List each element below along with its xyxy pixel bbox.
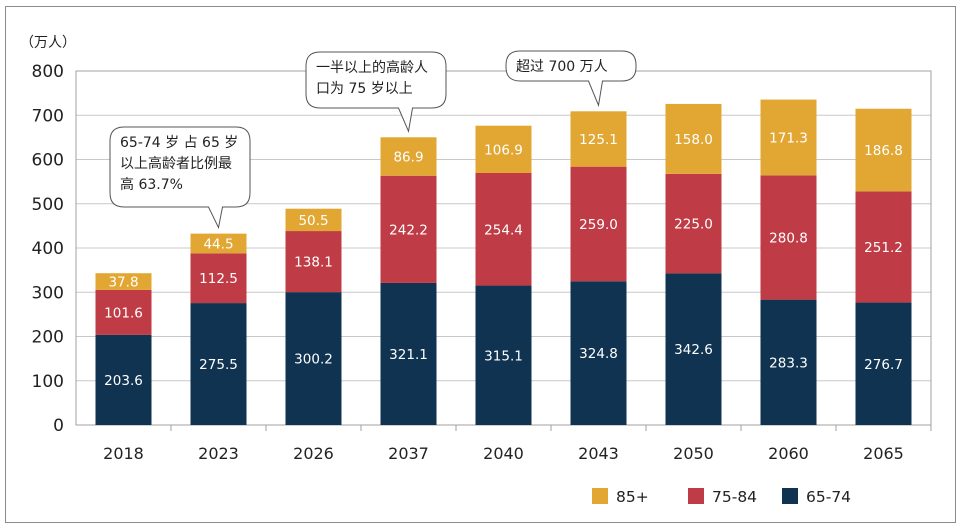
bar-segment-85+ [855, 108, 912, 192]
x-tick-label: 2043 [578, 444, 619, 463]
data-label-75-84: 138.1 [294, 255, 333, 271]
legend-swatch-75-84 [688, 488, 704, 504]
x-tick-label: 2065 [863, 444, 904, 463]
data-label-65-74: 275.5 [199, 357, 238, 373]
bar-segment-65-74 [380, 282, 437, 425]
bar-segment-65-74 [665, 273, 722, 425]
y-tick-label: 400 [32, 239, 64, 259]
x-tick-label: 2040 [483, 444, 524, 463]
bars: 203.6 101.6 37.8 275.5 112.5 44.5 300.2 138.1 50… [95, 99, 912, 425]
bar-segment-75-84 [570, 166, 627, 282]
x-tick-label: 2023 [198, 444, 239, 463]
data-label-65-74: 342.6 [674, 342, 713, 358]
x-tick-label: 2050 [673, 444, 714, 463]
y-tick-label: 800 [32, 62, 64, 82]
callout-text-line: 65-74 岁 占 65 岁 [120, 135, 238, 151]
data-label-85+: 37.8 [108, 275, 138, 291]
bar-segment-85+ [665, 103, 722, 174]
bar-segment-75-84 [665, 173, 722, 274]
data-label-75-84: 251.2 [864, 240, 903, 256]
data-label-75-84: 254.4 [484, 222, 523, 238]
data-label-85+: 44.5 [203, 236, 233, 252]
bar-segment-65-74 [285, 292, 342, 425]
data-label-75-84: 112.5 [199, 271, 238, 287]
legend-swatch-65-74 [782, 488, 798, 504]
data-label-65-74: 321.1 [389, 347, 428, 363]
x-axis-ticks: 2018 2023 2026 2037 2040 2043 2050 2060 2065 [103, 425, 932, 463]
legend-label-75-84: 75-84 [712, 488, 757, 506]
data-label-65-74: 283.3 [769, 355, 808, 371]
data-label-65-74: 324.8 [579, 346, 618, 362]
bar-segment-65-74 [760, 299, 817, 425]
data-label-85+: 106.9 [484, 142, 523, 158]
y-axis-ticks: 0 100 200 300 400 500 600 700 800 [32, 62, 64, 436]
bar-segment-75-84 [475, 172, 532, 286]
bar-segment-75-84 [95, 289, 152, 335]
data-label-85+: 186.8 [864, 143, 903, 159]
callout-text-line: 超过 700 万人 [516, 59, 608, 75]
y-tick-label: 200 [32, 328, 64, 348]
bar-segment-75-84 [190, 253, 247, 304]
y-tick-label: 300 [32, 283, 64, 303]
y-tick-label: 0 [53, 416, 64, 436]
bar-segment-85+ [570, 111, 627, 167]
bar-segment-85+ [190, 233, 247, 254]
bar-segment-65-74 [475, 285, 532, 425]
data-label-85+: 125.1 [579, 132, 618, 148]
x-tick-label: 2018 [103, 444, 144, 463]
bar-segment-85+ [380, 137, 437, 176]
chart-frame: （万人） 0 100 200 300 400 500 600 700 800 203.6 101.… [5, 6, 956, 523]
legend: 85+ 75-84 65-74 [592, 488, 851, 506]
stacked-bar-chart: （万人） 0 100 200 300 400 500 600 700 800 203.6 101.… [20, 35, 932, 506]
x-tick-label: 2037 [388, 444, 429, 463]
data-label-85+: 50.5 [298, 213, 328, 229]
legend-label-85+: 85+ [616, 488, 649, 506]
data-label-85+: 171.3 [769, 130, 808, 146]
callout-bubble [109, 126, 251, 230]
bar-segment-85+ [475, 125, 532, 173]
bar-segment-65-74 [855, 302, 912, 425]
data-label-75-84: 101.6 [104, 305, 143, 321]
y-tick-label: 100 [32, 372, 64, 392]
data-label-75-84: 280.8 [769, 231, 808, 247]
data-label-65-74: 276.7 [864, 357, 903, 373]
bar-segment-65-74 [190, 303, 247, 425]
x-tick-label: 2060 [768, 444, 809, 463]
bar-segment-85+ [95, 273, 152, 290]
bar-segment-65-74 [570, 281, 627, 425]
callout-text-line: 以上高龄者比例最 [120, 155, 232, 172]
y-axis-unit-label: （万人） [20, 35, 76, 51]
callout-text-line: 口为 75 岁以上 [316, 81, 413, 97]
legend-label-65-74: 65-74 [806, 488, 851, 506]
bar-segment-75-84 [380, 175, 437, 283]
data-label-85+: 86.9 [393, 150, 423, 166]
data-label-65-74: 203.6 [104, 373, 143, 389]
bar-segment-85+ [760, 99, 817, 176]
y-tick-label: 700 [32, 106, 64, 126]
y-tick-label: 600 [32, 151, 64, 171]
data-label-65-74: 300.2 [294, 352, 333, 368]
bar-segment-85+ [285, 208, 342, 232]
data-label-65-74: 315.1 [484, 348, 523, 364]
callout-bubble [505, 50, 637, 108]
bar-segment-75-84 [285, 231, 342, 293]
bar-segment-75-84 [855, 191, 912, 303]
callout-text-line: 高 63.7% [120, 176, 183, 193]
callout-bubble [305, 51, 447, 134]
bar-segment-65-74 [95, 334, 152, 425]
bar-segment-75-84 [760, 175, 817, 300]
callout-text-line: 一半以上的高龄人 [316, 59, 428, 76]
x-tick-label: 2026 [293, 444, 334, 463]
data-label-75-84: 259.0 [579, 217, 618, 233]
data-label-85+: 158.0 [674, 132, 713, 148]
data-label-75-84: 225.0 [674, 217, 713, 233]
data-label-75-84: 242.2 [389, 222, 428, 238]
legend-swatch-85+ [592, 488, 608, 504]
y-tick-label: 500 [32, 195, 64, 215]
